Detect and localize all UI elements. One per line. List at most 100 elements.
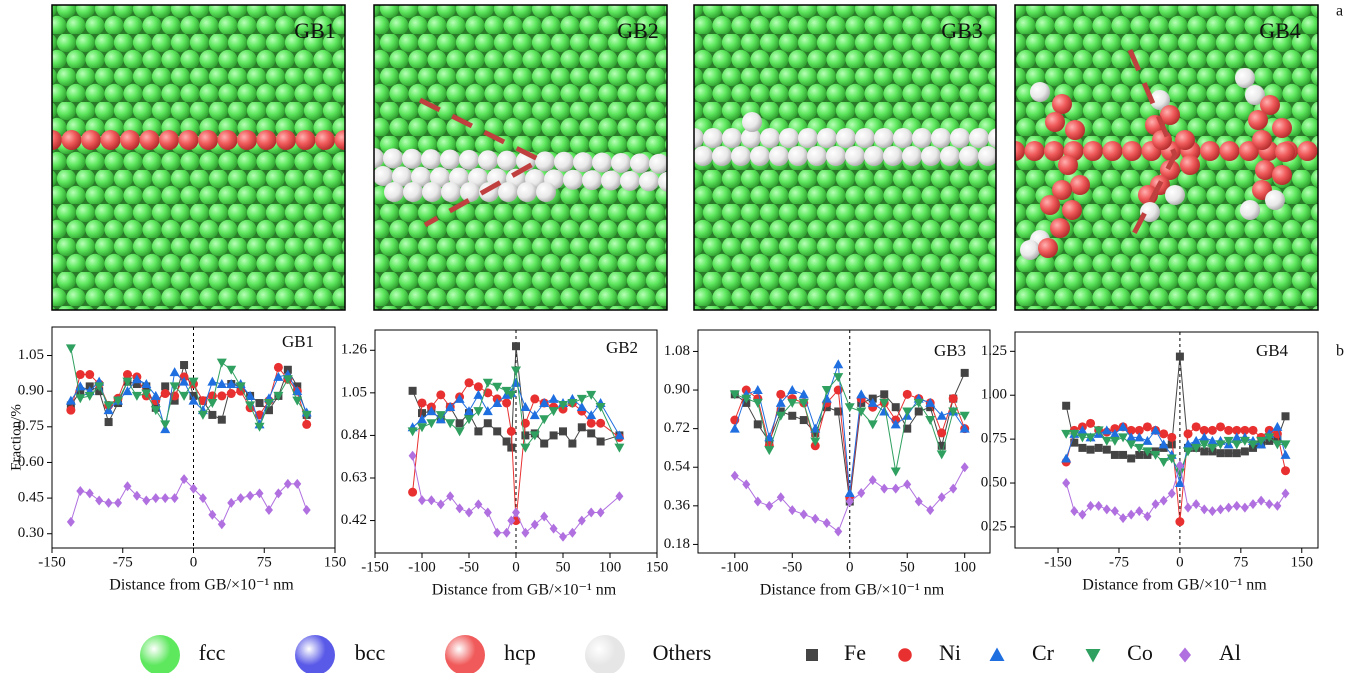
legend-marker xyxy=(898,648,912,662)
atom xyxy=(237,130,257,150)
atom xyxy=(883,146,903,166)
marker xyxy=(587,429,595,437)
marker xyxy=(776,390,785,399)
y-tick-label: 1.08 xyxy=(664,343,690,359)
x-tick-label: 75 xyxy=(1233,554,1248,570)
chart: -100-500501000.180.360.540.720.901.08GB3… xyxy=(664,330,990,599)
atom xyxy=(1040,195,1060,215)
marker xyxy=(559,427,567,435)
x-tick-label: 100 xyxy=(953,559,976,575)
atom xyxy=(403,182,423,202)
marker xyxy=(256,488,264,498)
marker xyxy=(409,451,417,461)
marker xyxy=(834,386,843,395)
atom-panel: GB2 xyxy=(364,5,678,310)
y-tick-label: 0.45 xyxy=(18,490,44,506)
marker xyxy=(437,499,445,509)
atom xyxy=(864,146,884,166)
atom-field xyxy=(42,5,355,310)
marker xyxy=(753,385,763,394)
y-tick-label: 1.26 xyxy=(341,342,368,358)
marker xyxy=(161,493,169,503)
atom xyxy=(693,146,713,166)
marker xyxy=(587,419,596,428)
marker xyxy=(493,528,501,538)
marker xyxy=(961,369,969,377)
marker xyxy=(1143,422,1152,431)
atom xyxy=(826,146,846,166)
atom xyxy=(742,112,762,132)
atom xyxy=(440,150,460,170)
marker xyxy=(764,446,774,455)
legend-label: Ni xyxy=(939,640,961,665)
marker xyxy=(152,493,160,503)
marker xyxy=(949,394,958,403)
y-tick-label: 0.42 xyxy=(341,512,367,528)
marker xyxy=(217,391,226,400)
marker xyxy=(1225,503,1233,513)
marker xyxy=(856,389,866,398)
marker xyxy=(799,389,809,398)
marker xyxy=(949,484,957,494)
atom xyxy=(703,128,723,148)
marker xyxy=(76,370,85,379)
marker xyxy=(788,412,796,420)
marker xyxy=(559,532,567,542)
marker xyxy=(1176,353,1184,361)
x-tick-label: 50 xyxy=(556,559,571,575)
marker xyxy=(1257,496,1265,506)
y-tick-label: 0.90 xyxy=(664,381,690,397)
marker xyxy=(1175,517,1184,526)
atom xyxy=(1103,141,1123,161)
marker xyxy=(512,507,520,517)
atom xyxy=(1020,240,1040,260)
marker xyxy=(1159,439,1169,448)
marker xyxy=(455,427,465,436)
atom xyxy=(1122,141,1142,161)
marker xyxy=(418,495,426,505)
atom xyxy=(950,128,970,148)
atom xyxy=(257,130,277,150)
marker xyxy=(256,399,264,407)
atom xyxy=(722,128,742,148)
marker xyxy=(246,491,254,501)
atom xyxy=(384,182,404,202)
marker xyxy=(303,505,311,515)
marker xyxy=(731,471,739,481)
marker xyxy=(1199,432,1209,441)
x-tick-label: -150 xyxy=(361,559,389,575)
atom xyxy=(611,153,631,173)
marker xyxy=(226,366,236,375)
y-tick-label: 1.25 xyxy=(981,343,1007,359)
marker xyxy=(587,507,595,517)
marker xyxy=(66,406,75,415)
marker xyxy=(493,427,501,435)
y-tick-label: 0.90 xyxy=(18,383,44,399)
marker xyxy=(937,428,946,437)
atom xyxy=(101,130,121,150)
x-tick-label: 0 xyxy=(846,559,854,575)
marker xyxy=(1103,446,1111,454)
marker xyxy=(880,390,888,398)
marker xyxy=(1208,506,1216,516)
marker xyxy=(1135,506,1143,516)
marker xyxy=(577,395,587,404)
marker xyxy=(1233,449,1241,457)
atom xyxy=(517,182,537,202)
marker xyxy=(1225,449,1233,457)
marker xyxy=(75,394,85,403)
marker xyxy=(465,507,473,517)
atom xyxy=(459,150,479,170)
marker xyxy=(520,444,530,453)
marker xyxy=(180,361,188,369)
atom xyxy=(959,146,979,166)
marker xyxy=(1111,451,1119,459)
marker xyxy=(171,493,179,503)
marker xyxy=(1086,419,1095,428)
x-axis-label: Distance from GB/×10⁻¹ nm xyxy=(760,582,945,599)
marker xyxy=(426,419,436,428)
marker xyxy=(507,444,515,452)
atom xyxy=(902,146,922,166)
atom xyxy=(988,128,1008,148)
x-tick-label: 0 xyxy=(190,554,198,570)
